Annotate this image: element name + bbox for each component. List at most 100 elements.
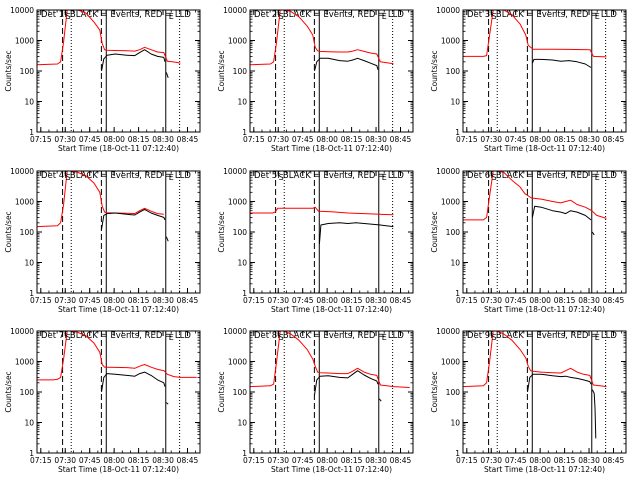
y-tick-label: 10 <box>24 259 34 268</box>
start-marker-label: S <box>279 333 284 342</box>
x-tick-label: 08:45 <box>177 456 199 465</box>
x-axis-label: Start Time (18-Oct-11 07:12:40) <box>271 465 392 474</box>
x-tick-label: 07:15 <box>456 296 478 305</box>
x-tick-label: 08:30 <box>578 456 600 465</box>
x-tick-label: 07:45 <box>505 135 527 144</box>
x-tick-label: 07:30 <box>267 296 289 305</box>
x-tick-label: 08:45 <box>603 456 625 465</box>
events-series-line <box>591 389 597 439</box>
start-marker-label: S <box>66 173 71 182</box>
plot-frame <box>249 9 414 133</box>
y-axis-label: Counts/sec <box>430 50 439 91</box>
x-tick-label: 07:15 <box>243 456 265 465</box>
x-tick-label: 08:15 <box>128 296 150 305</box>
y-tick-label: 100 <box>233 228 248 237</box>
x-tick-label: 07:15 <box>30 135 52 144</box>
x-tick-label: 08:00 <box>103 135 125 144</box>
events-series-line <box>318 222 394 245</box>
plot-frame <box>462 170 627 294</box>
plot-area <box>463 10 607 132</box>
y-tick-label: 10000 <box>436 327 460 336</box>
events-series-line <box>101 371 166 393</box>
plot-frame <box>462 330 627 454</box>
x-tick-label: 08:00 <box>529 296 551 305</box>
x-tick-label: 08:00 <box>316 456 338 465</box>
x-tick-label: 08:15 <box>554 135 576 144</box>
y-axis-label: Counts/sec <box>217 50 226 91</box>
y-tick-label: 100 <box>20 388 35 397</box>
y-tick-label: 10000 <box>10 327 34 336</box>
x-tick-label: 08:00 <box>103 456 125 465</box>
events-series-line <box>378 398 382 402</box>
x-axis-label: Start Time (18-Oct-11 07:12:40) <box>58 144 179 153</box>
x-tick-label: 08:45 <box>390 135 412 144</box>
y-tick-label: 10 <box>450 259 460 268</box>
panel-title: Det 1f BLACK = Events, RED = LLD <box>41 10 191 20</box>
y-axis-label: Counts/sec <box>4 50 13 91</box>
panel-title: Det 7f BLACK = Events, RED = LLD <box>41 331 191 341</box>
plot-frame <box>36 9 201 133</box>
y-tick-label: 10000 <box>10 6 34 15</box>
lld-series-line <box>250 10 394 66</box>
x-tick-label: 07:15 <box>243 296 265 305</box>
x-tick-label: 08:30 <box>578 135 600 144</box>
panel-title: Det 8f BLACK = Events, RED = LLD <box>254 331 404 341</box>
x-tick-label: 07:30 <box>54 456 76 465</box>
y-tick-label: 1000 <box>228 358 247 367</box>
lld-series-line <box>37 331 197 381</box>
x-tick-label: 07:15 <box>30 456 52 465</box>
end-marker-label: E <box>595 173 600 182</box>
start-marker-label: S <box>279 12 284 21</box>
x-tick-label: 08:15 <box>128 456 150 465</box>
y-tick-label: 100 <box>20 67 35 76</box>
x-tick-label: 08:00 <box>529 456 551 465</box>
events-series-line <box>531 58 592 68</box>
panel-title: Det 5f BLACK = Events, RED = LLD <box>254 171 404 181</box>
events-series-line <box>101 208 166 230</box>
x-tick-label: 08:30 <box>365 456 387 465</box>
plot-area <box>463 171 607 293</box>
y-tick-label: 1 <box>242 289 247 298</box>
y-tick-label: 100 <box>446 388 461 397</box>
x-tick-label: 07:45 <box>292 135 314 144</box>
x-axis-label: Start Time (18-Oct-11 07:12:40) <box>484 465 605 474</box>
end-marker-label: E <box>595 12 600 21</box>
x-tick-label: 07:30 <box>267 456 289 465</box>
end-marker-label: E <box>169 12 174 21</box>
x-tick-label: 07:30 <box>480 135 502 144</box>
events-series-line <box>165 236 169 242</box>
events-series-line <box>314 57 379 72</box>
x-tick-label: 07:30 <box>480 456 502 465</box>
panel-8: Det 8f BLACK = Events, RED = LLD 1 10 100 10… <box>217 327 414 474</box>
panel-9: Det 9f BLACK = Events, RED = LLD 1 10 100 10… <box>430 327 627 474</box>
x-tick-label: 08:45 <box>177 135 199 144</box>
lld-series-line <box>250 206 394 216</box>
y-tick-label: 1000 <box>441 37 460 46</box>
x-tick-label: 07:45 <box>79 135 101 144</box>
plot-frame <box>36 330 201 454</box>
x-tick-label: 07:45 <box>79 296 101 305</box>
panel-title: Det 4f BLACK = Events, RED = LLD <box>41 171 191 181</box>
lld-series-line <box>463 10 607 58</box>
x-tick-label: 08:15 <box>554 456 576 465</box>
y-tick-label: 10000 <box>10 167 34 176</box>
x-tick-label: 08:15 <box>341 296 363 305</box>
y-tick-label: 1 <box>29 128 34 137</box>
y-tick-label: 10000 <box>223 327 247 336</box>
x-tick-label: 08:30 <box>365 296 387 305</box>
events-series-line <box>165 402 169 405</box>
x-tick-label: 08:30 <box>152 135 174 144</box>
x-axis-label: Start Time (18-Oct-11 07:12:40) <box>271 144 392 153</box>
y-tick-label: 100 <box>446 67 461 76</box>
x-tick-label: 08:00 <box>103 296 125 305</box>
events-series-line <box>101 49 166 72</box>
start-marker-label: S <box>279 173 284 182</box>
x-tick-label: 07:45 <box>79 456 101 465</box>
y-tick-label: 10 <box>24 419 34 428</box>
y-tick-label: 1 <box>455 128 460 137</box>
x-tick-label: 08:30 <box>152 456 174 465</box>
y-tick-label: 1000 <box>15 198 34 207</box>
y-tick-label: 10 <box>450 419 460 428</box>
x-tick-label: 07:30 <box>267 135 289 144</box>
